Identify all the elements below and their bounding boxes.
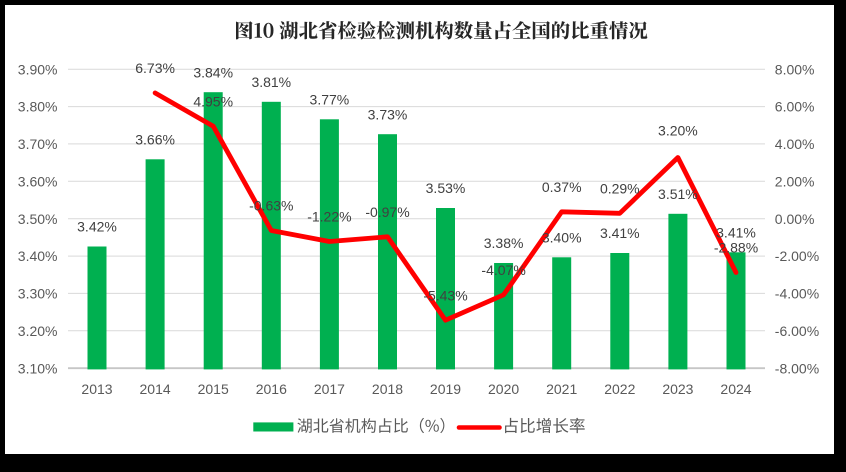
svg-text:4.00%: 4.00%	[775, 136, 815, 152]
svg-text:2016: 2016	[256, 381, 287, 397]
svg-text:2020: 2020	[488, 381, 519, 397]
svg-text:3.42%: 3.42%	[77, 219, 117, 235]
svg-text:4.95%: 4.95%	[193, 93, 233, 109]
svg-text:3.40%: 3.40%	[18, 248, 58, 264]
svg-text:3.20%: 3.20%	[18, 323, 58, 339]
svg-text:3.70%: 3.70%	[18, 136, 58, 152]
svg-text:3.60%: 3.60%	[18, 173, 58, 189]
svg-text:2013: 2013	[81, 381, 112, 397]
svg-text:-4.00%: -4.00%	[775, 286, 819, 302]
svg-text:-1.22%: -1.22%	[307, 209, 351, 225]
svg-text:-0.97%: -0.97%	[365, 204, 409, 220]
svg-text:6.00%: 6.00%	[775, 99, 815, 115]
svg-text:-5.43%: -5.43%	[423, 287, 467, 303]
svg-text:-8.00%: -8.00%	[775, 360, 819, 376]
svg-text:3.38%: 3.38%	[484, 235, 524, 251]
svg-text:3.53%: 3.53%	[426, 180, 466, 196]
svg-text:0.29%: 0.29%	[600, 180, 640, 196]
svg-text:2022: 2022	[604, 381, 635, 397]
svg-text:3.77%: 3.77%	[310, 91, 350, 107]
svg-text:2014: 2014	[140, 381, 171, 397]
svg-text:2023: 2023	[662, 381, 693, 397]
svg-text:-4.07%: -4.07%	[481, 262, 525, 278]
svg-text:3.66%: 3.66%	[135, 131, 175, 147]
svg-text:3.50%: 3.50%	[18, 211, 58, 227]
svg-text:3.84%: 3.84%	[193, 64, 233, 80]
svg-text:-0.63%: -0.63%	[249, 198, 293, 214]
svg-text:3.41%: 3.41%	[716, 224, 756, 240]
svg-text:2017: 2017	[314, 381, 345, 397]
svg-text:2019: 2019	[430, 381, 461, 397]
svg-text:3.40%: 3.40%	[542, 229, 582, 245]
svg-text:3.90%: 3.90%	[18, 61, 58, 77]
svg-text:2015: 2015	[198, 381, 229, 397]
svg-text:2.00%: 2.00%	[775, 173, 815, 189]
svg-text:-2.00%: -2.00%	[775, 248, 819, 264]
svg-text:0.00%: 0.00%	[775, 211, 815, 227]
svg-text:3.20%: 3.20%	[658, 123, 698, 139]
svg-text:3.10%: 3.10%	[18, 360, 58, 376]
svg-text:-6.00%: -6.00%	[775, 323, 819, 339]
svg-text:2021: 2021	[546, 381, 577, 397]
svg-text:6.73%: 6.73%	[135, 60, 175, 76]
svg-text:3.73%: 3.73%	[368, 106, 408, 122]
svg-text:2018: 2018	[372, 381, 403, 397]
svg-text:0.37%: 0.37%	[542, 179, 582, 195]
svg-text:3.81%: 3.81%	[251, 74, 291, 90]
svg-text:2024: 2024	[720, 381, 751, 397]
svg-text:3.51%: 3.51%	[658, 186, 698, 202]
svg-text:3.41%: 3.41%	[600, 225, 640, 241]
svg-text:8.00%: 8.00%	[775, 61, 815, 77]
svg-text:3.80%: 3.80%	[18, 99, 58, 115]
svg-text:3.30%: 3.30%	[18, 286, 58, 302]
svg-text:-2.88%: -2.88%	[714, 240, 758, 256]
